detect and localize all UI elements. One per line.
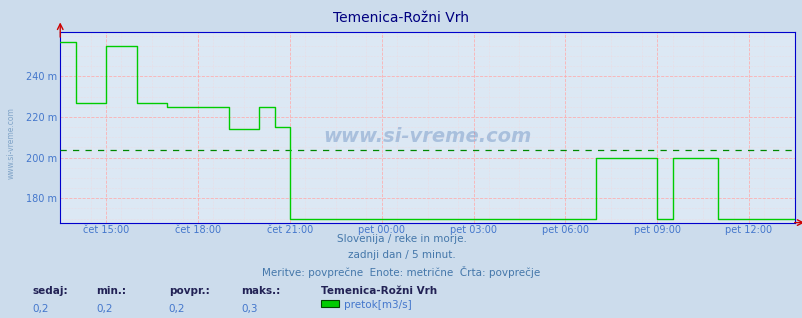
Text: povpr.:: povpr.: [168,286,209,296]
Text: 0,2: 0,2 [32,304,49,314]
Text: min.:: min.: [96,286,126,296]
Text: Temenica-Rožni Vrh: Temenica-Rožni Vrh [333,11,469,25]
Text: sedaj:: sedaj: [32,286,67,296]
Text: 0,2: 0,2 [168,304,185,314]
Text: 0,3: 0,3 [241,304,257,314]
Text: maks.:: maks.: [241,286,280,296]
Text: zadnji dan / 5 minut.: zadnji dan / 5 minut. [347,250,455,259]
Text: Slovenija / reke in morje.: Slovenija / reke in morje. [336,234,466,244]
Text: 0,2: 0,2 [96,304,113,314]
Text: pretok[m3/s]: pretok[m3/s] [343,300,411,310]
Text: Meritve: povprečne  Enote: metrične  Črta: povprečje: Meritve: povprečne Enote: metrične Črta:… [262,266,540,278]
Text: Temenica-Rožni Vrh: Temenica-Rožni Vrh [321,286,437,296]
Text: www.si-vreme.com: www.si-vreme.com [6,107,15,179]
Text: www.si-vreme.com: www.si-vreme.com [323,127,531,146]
